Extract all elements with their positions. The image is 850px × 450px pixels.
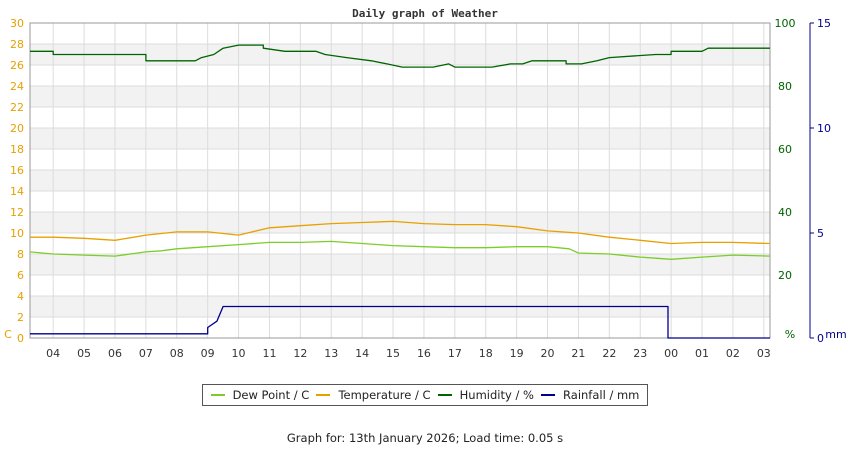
load-info-footer: Graph for: 13th January 2026; Load time:…	[286, 431, 564, 445]
background-band	[30, 128, 770, 149]
x-tick-label: 18	[479, 347, 493, 360]
humidity-axis-unit-label: %	[785, 328, 795, 341]
x-tick-label: 23	[633, 347, 647, 360]
left-tick-label: 12	[10, 206, 24, 219]
left-tick-label: 10	[10, 227, 24, 240]
x-tick-label: 14	[355, 347, 369, 360]
humidity-swatch-icon	[437, 394, 452, 396]
series-line-dew	[29, 240, 771, 260]
humidity-tick-label: 60	[778, 143, 792, 156]
legend-label: Temperature / C	[338, 388, 431, 402]
rainfall-tick-label: 5	[817, 227, 824, 240]
humidity-axis-ticks: 20 40 60 80 100	[775, 17, 796, 282]
left-tick-label: 24	[10, 80, 24, 93]
left-tick-label: 6	[17, 269, 24, 282]
left-tick-label: 28	[10, 38, 24, 51]
x-tick-label: 19	[510, 347, 524, 360]
legend-item-dew-point: Dew Point / C	[210, 388, 310, 402]
x-tick-label: 02	[726, 347, 740, 360]
chart-legend: Dew Point / C Temperature / C Humidity /…	[202, 384, 648, 406]
legend-label: Rainfall / mm	[563, 388, 640, 402]
x-tick-label: 03	[757, 347, 771, 360]
x-tick-label: 01	[695, 347, 709, 360]
humidity-tick-label: 20	[778, 269, 792, 282]
x-tick-label: 20	[541, 347, 555, 360]
left-tick-label: 30	[10, 17, 24, 30]
background-band	[30, 254, 770, 275]
plot-frame	[29, 22, 771, 339]
left-tick-label: 2	[17, 311, 24, 324]
x-tick-label: 09	[201, 347, 215, 360]
x-tick-label: 04	[46, 347, 60, 360]
humidity-tick-label: 80	[778, 80, 792, 93]
x-tick-label: 05	[77, 347, 91, 360]
legend-item-humidity: Humidity / %	[437, 388, 534, 402]
left-tick-label: 8	[17, 248, 24, 261]
left-tick-label: 18	[10, 143, 24, 156]
x-axis-ticks: 04 05 06 07 08 09 10 11 12 13 14 15 16 17 18 19 20 21 22 23…	[46, 347, 771, 360]
series-line-temperature	[30, 220, 771, 245]
x-tick-label: 06	[108, 347, 122, 360]
x-tick-label: 13	[324, 347, 338, 360]
left-tick-label: 4	[17, 290, 24, 303]
series-line-rainfall	[30, 305, 770, 339]
background-band	[30, 44, 770, 65]
series-lines	[29, 44, 771, 339]
legend-item-temperature: Temperature / C	[316, 388, 431, 402]
rainfall-tick-label: 10	[817, 122, 831, 135]
x-tick-label: 21	[571, 347, 585, 360]
x-tick-label: 11	[262, 347, 276, 360]
x-tick-label: 15	[386, 347, 400, 360]
chart-title: Daily graph of Weather	[352, 7, 498, 20]
plot-background-bands	[30, 44, 770, 317]
rainfall-axis-ticks: 0 5 10 15	[810, 17, 831, 345]
temperature-swatch-icon	[316, 394, 331, 396]
legend-item-rainfall: Rainfall / mm	[541, 388, 639, 402]
humidity-tick-label: 40	[778, 206, 792, 219]
x-tick-label: 16	[417, 347, 431, 360]
legend-label: Dew Point / C	[232, 388, 310, 402]
left-tick-label: 0	[17, 332, 24, 345]
legend-label: Humidity / %	[459, 388, 534, 402]
x-tick-label: 08	[170, 347, 184, 360]
left-tick-label: 14	[10, 185, 24, 198]
x-tick-label: 12	[293, 347, 307, 360]
x-tick-label: 17	[448, 347, 462, 360]
background-band	[30, 86, 770, 107]
x-tick-label: 10	[232, 347, 246, 360]
x-tick-label: 22	[602, 347, 616, 360]
rainfall-tick-label: 0	[817, 332, 824, 345]
left-tick-label: 20	[10, 122, 24, 135]
background-band	[30, 170, 770, 191]
x-tick-label: 07	[139, 347, 153, 360]
left-tick-label: 26	[10, 59, 24, 72]
dew-point-swatch-icon	[210, 394, 225, 396]
rainfall-axis-unit-label: mm	[825, 328, 846, 341]
rainfall-swatch-icon	[541, 394, 556, 396]
left-tick-label: 16	[10, 164, 24, 177]
humidity-tick-label: 100	[775, 17, 796, 30]
series-line-humidity	[30, 44, 770, 68]
x-tick-label: 00	[664, 347, 678, 360]
left-axis-unit-label: C	[4, 328, 12, 341]
rainfall-tick-label: 15	[817, 17, 831, 30]
left-tick-label: 22	[10, 101, 24, 114]
